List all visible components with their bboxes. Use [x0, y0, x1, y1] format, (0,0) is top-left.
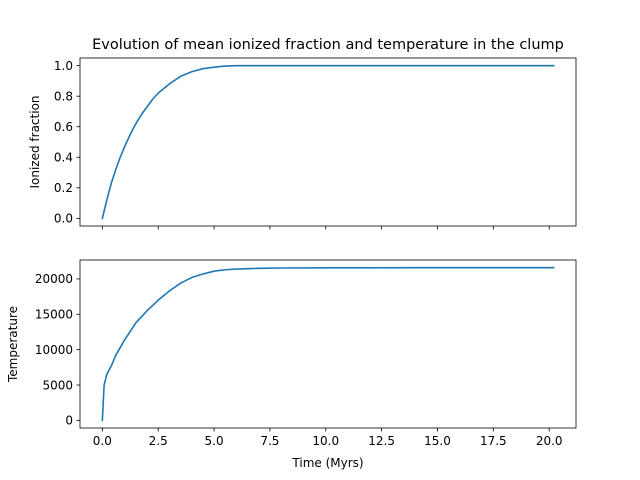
ionized-fraction-ticks: 0.0 0.2 0.4 0.6 0.8 1.0: [54, 59, 550, 230]
ionized-fraction-ytick-label: 0.8: [54, 89, 73, 103]
temperature-xtick-label: 7.5: [260, 434, 279, 448]
temperature-ytick-label: 0: [65, 414, 73, 428]
temperature-ytick-label: 5000: [42, 378, 73, 392]
temperature-xtick-label: 10.0: [312, 434, 339, 448]
temperature-xtick-label: 17.5: [480, 434, 507, 448]
temperature-xtick-label: 15.0: [424, 434, 451, 448]
chart-title: Evolution of mean ionized fraction and t…: [92, 37, 564, 53]
temperature-ytick-label: 10000: [35, 343, 73, 357]
temperature-xtick-label: 0.0: [93, 434, 112, 448]
ionized-fraction-ytick-label: 1.0: [54, 59, 73, 73]
ionized-fraction-ytick-label: 0.6: [54, 120, 73, 134]
time-xlabel: Time (Myrs): [291, 456, 363, 470]
ionized-fraction-ytick-label: 0.0: [54, 212, 73, 226]
ionized-fraction-line: [101, 64, 555, 220]
temperature-xtick-label: 5.0: [205, 434, 224, 448]
ionized-fraction-ylabel: Ionized fraction: [28, 95, 42, 188]
temperature-axes-frame: [79, 259, 577, 429]
temperature-xtick-label: 12.5: [368, 434, 395, 448]
ionized-fraction-panel: Ionized fraction 0.0 0.2 0.4 0.6 0.8 1.0: [28, 57, 577, 230]
temperature-ylabel: Temperature: [6, 306, 20, 383]
temperature-panel: Temperature Time (Myrs) 0.0 2.5 5.0 7.5 10.0…: [6, 259, 577, 470]
ionized-fraction-ytick-label: 0.2: [54, 181, 73, 195]
temperature-ytick-label: 15000: [35, 308, 73, 322]
ionized-fraction-axes-frame: [79, 57, 577, 227]
temperature-xtick-label: 20.0: [536, 434, 563, 448]
temperature-ytick-label: 20000: [35, 272, 73, 286]
temperature-xtick-label: 2.5: [149, 434, 168, 448]
ionized-fraction-ytick-label: 0.4: [54, 151, 73, 165]
temperature-ticks: 0.0 2.5 5.0 7.5 10.0 12.5 15.0 17.5 20.0 0 5000 100…: [35, 272, 563, 448]
temperature-line: [101, 266, 555, 422]
